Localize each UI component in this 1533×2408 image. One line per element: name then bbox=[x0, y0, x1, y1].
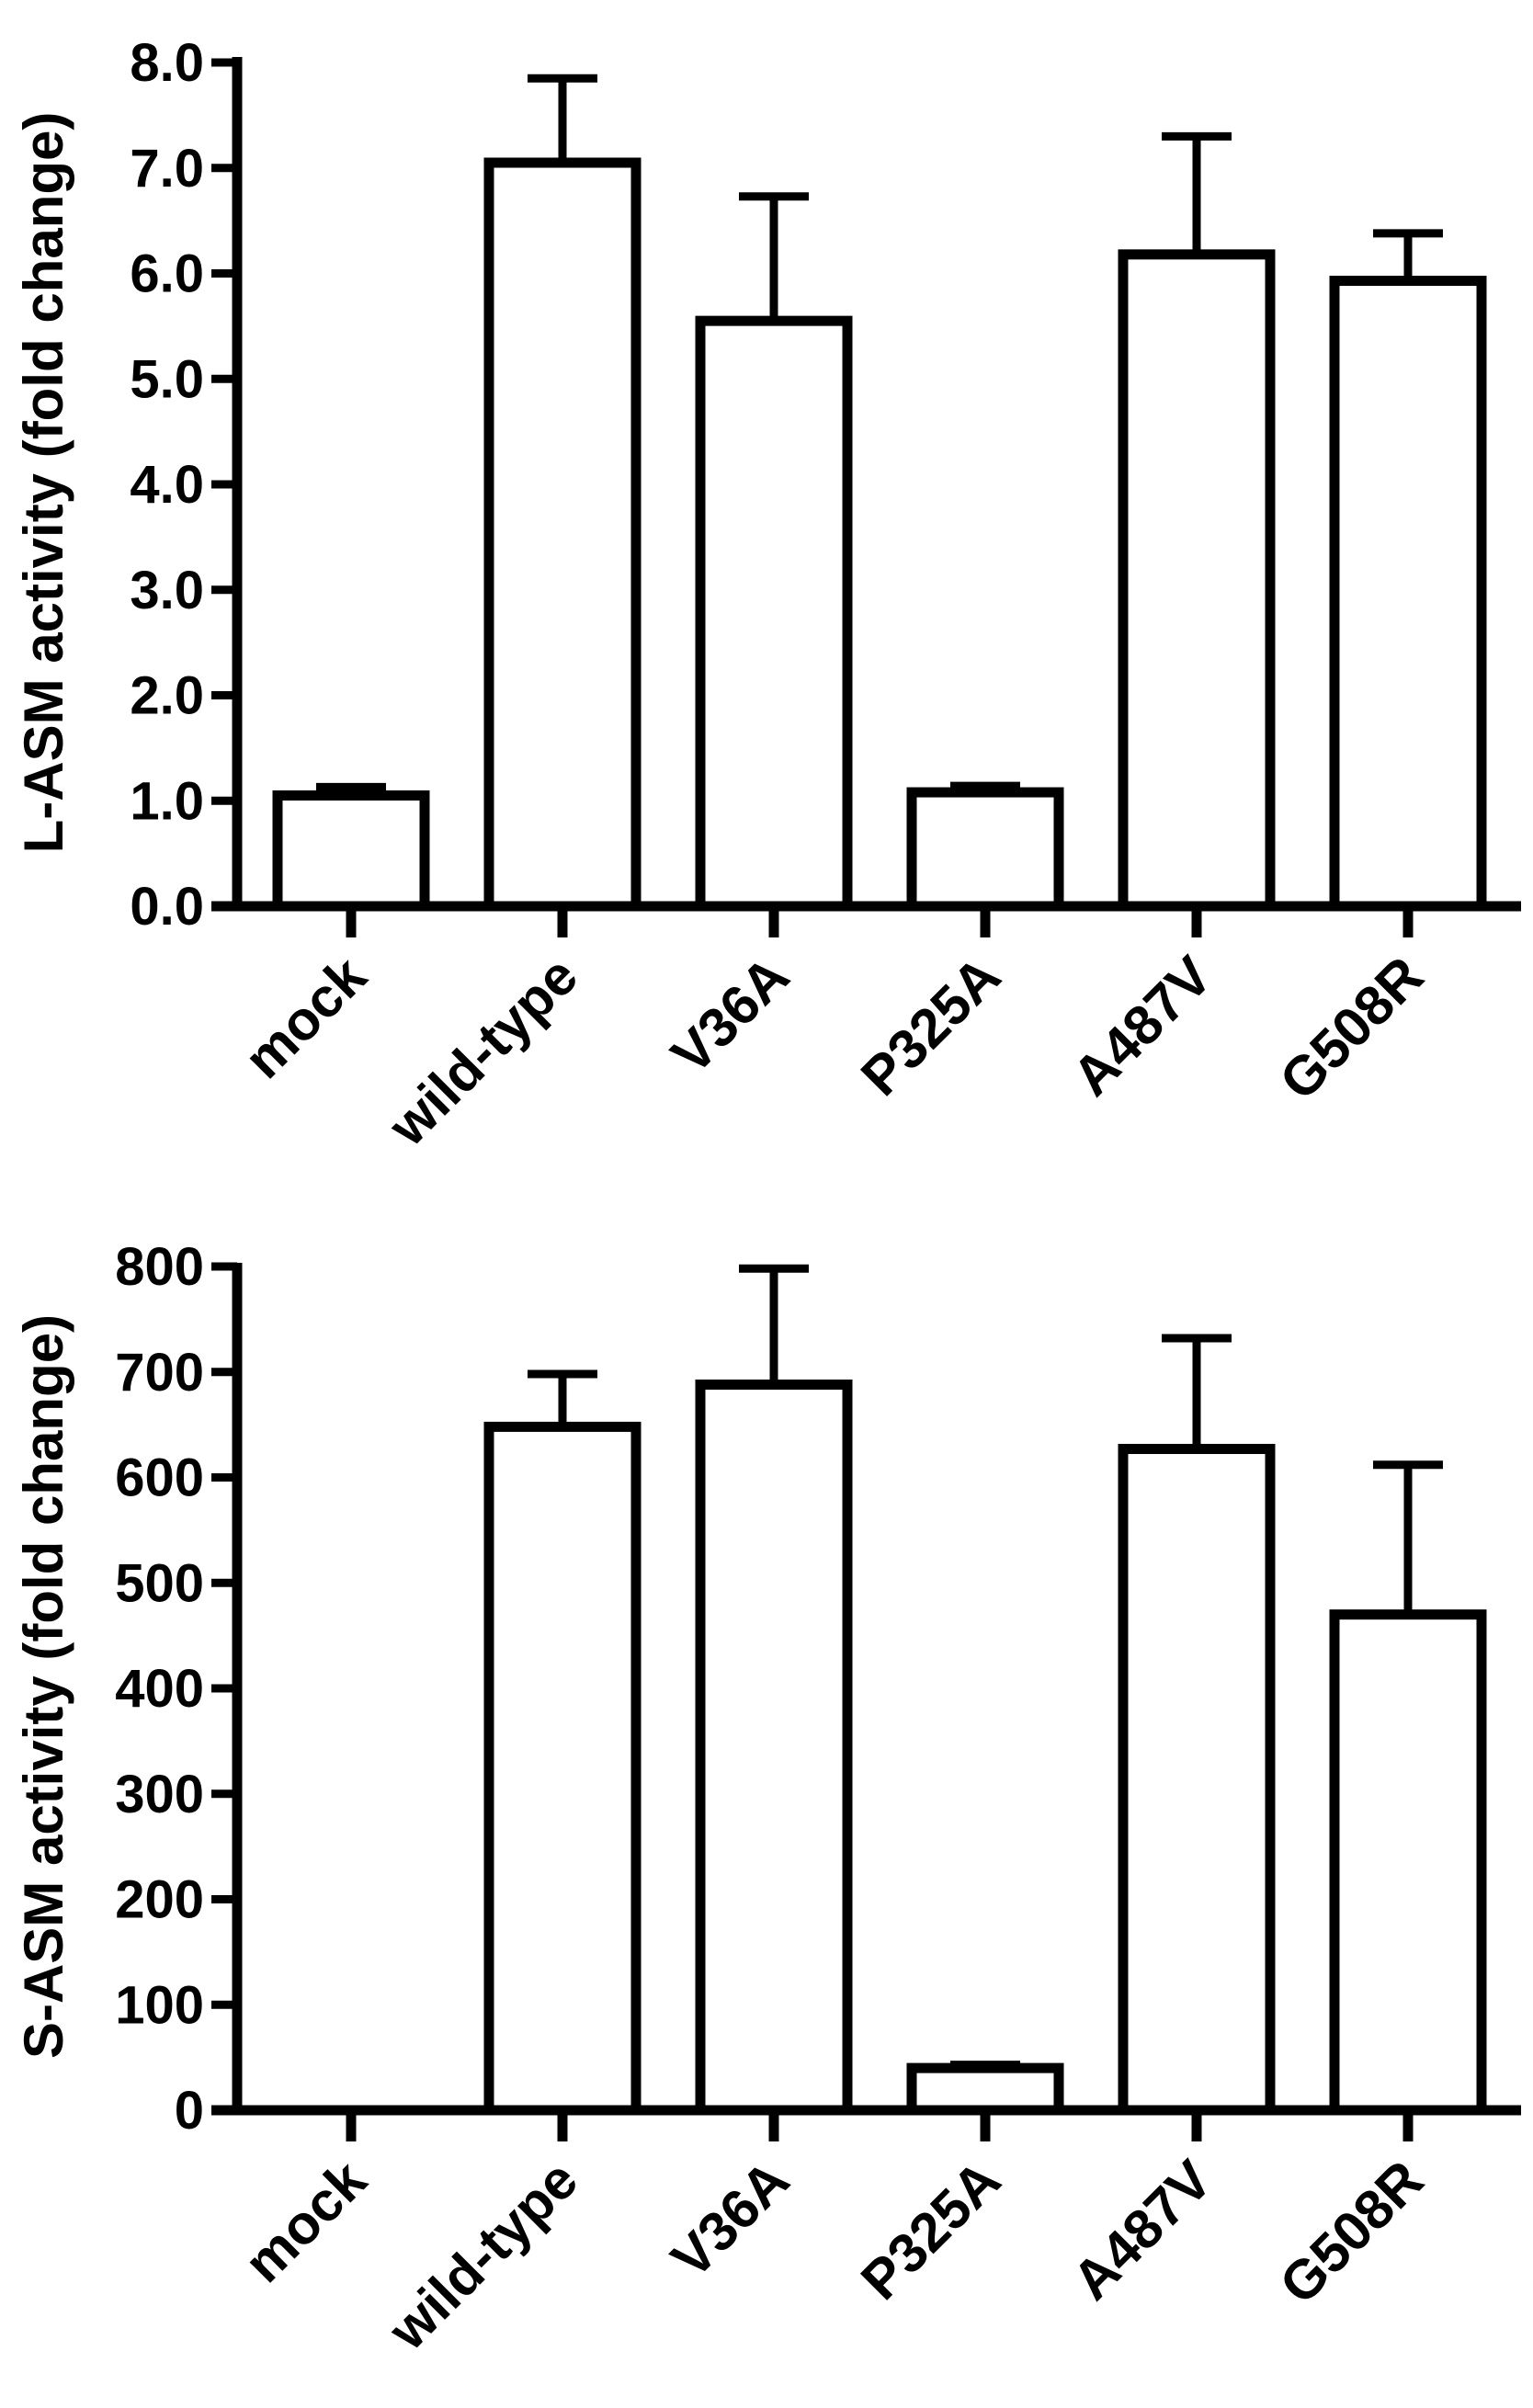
y-axis-label: S-ASM activity (fold change) bbox=[13, 1314, 74, 2059]
y-ticks: 0.0 1.0 2.0 3.0 4.0 5.0 6.0 7.0 8.0 bbox=[130, 33, 237, 937]
x-tick-label-G508R: G508R bbox=[1267, 945, 1435, 1112]
bar-G508R bbox=[1329, 276, 1487, 912]
y-tick-label: 800 bbox=[115, 1237, 204, 1297]
x-tick-label-G508R: G508R bbox=[1267, 2149, 1435, 2316]
y-tick-label: 400 bbox=[115, 1659, 204, 1719]
y-tick-label: 300 bbox=[115, 1765, 204, 1824]
l-asm-chart: L-ASM activity (fold change) 0.0 1.0 2.0 3.… bbox=[13, 33, 1521, 1158]
y-tick-label: 500 bbox=[115, 1553, 204, 1613]
x-tick-label-V36A: V36A bbox=[660, 2149, 801, 2290]
y-tick-label: 700 bbox=[115, 1343, 204, 1403]
bar-P325A bbox=[906, 2062, 1064, 2116]
y-tick-label: 4.0 bbox=[130, 455, 204, 515]
y-tick-label: 7.0 bbox=[130, 139, 204, 199]
x-tick-label-V36A: V36A bbox=[660, 945, 801, 1086]
y-tick-label: 6.0 bbox=[130, 244, 204, 304]
bar-mock bbox=[272, 790, 430, 912]
y-axis-label: L-ASM activity (fold change) bbox=[13, 112, 74, 854]
bar-wild-type bbox=[483, 157, 642, 912]
y-tick-label: 200 bbox=[115, 1870, 204, 1930]
x-tick-label-mock: mock bbox=[233, 944, 379, 1090]
y-tick-label: 1.0 bbox=[130, 771, 204, 831]
x-tick-label-wild-type: wild-type bbox=[376, 945, 589, 1158]
bar-V36A bbox=[695, 1380, 853, 2116]
x-tick-label-A487V: A487V bbox=[1061, 2149, 1223, 2311]
x-tick-label-P325A: P325A bbox=[849, 2149, 1012, 2311]
y-tick-label: 100 bbox=[115, 1975, 204, 2035]
y-ticks: 0 100 200 300 400 500 600 700 800 bbox=[115, 1237, 237, 2141]
y-tick-label: 5.0 bbox=[130, 349, 204, 409]
x-tick-label-A487V: A487V bbox=[1061, 945, 1223, 1107]
bar-P325A bbox=[906, 787, 1064, 912]
y-tick-label: 600 bbox=[115, 1448, 204, 1508]
bar-G508R bbox=[1329, 1609, 1487, 2116]
x-tick-label-mock: mock bbox=[233, 2148, 379, 2294]
y-tick-label: 0 bbox=[175, 2081, 204, 2141]
bar-A487V bbox=[1118, 249, 1276, 912]
y-tick-label: 8.0 bbox=[130, 33, 204, 93]
y-tick-label: 0.0 bbox=[130, 877, 204, 937]
bars bbox=[272, 74, 1487, 912]
bar-wild-type bbox=[483, 1421, 642, 2116]
x-tick-label-wild-type: wild-type bbox=[376, 2149, 589, 2362]
y-tick-label: 3.0 bbox=[130, 561, 204, 620]
bar-V36A bbox=[695, 315, 853, 912]
x-tick-label-P325A: P325A bbox=[849, 945, 1012, 1107]
bar-A487V bbox=[1118, 1444, 1276, 2116]
bars bbox=[483, 1264, 1487, 2116]
s-asm-chart: S-ASM activity (fold change) 0 100 200 300 4… bbox=[13, 1237, 1521, 2362]
y-tick-label: 2.0 bbox=[130, 666, 204, 726]
